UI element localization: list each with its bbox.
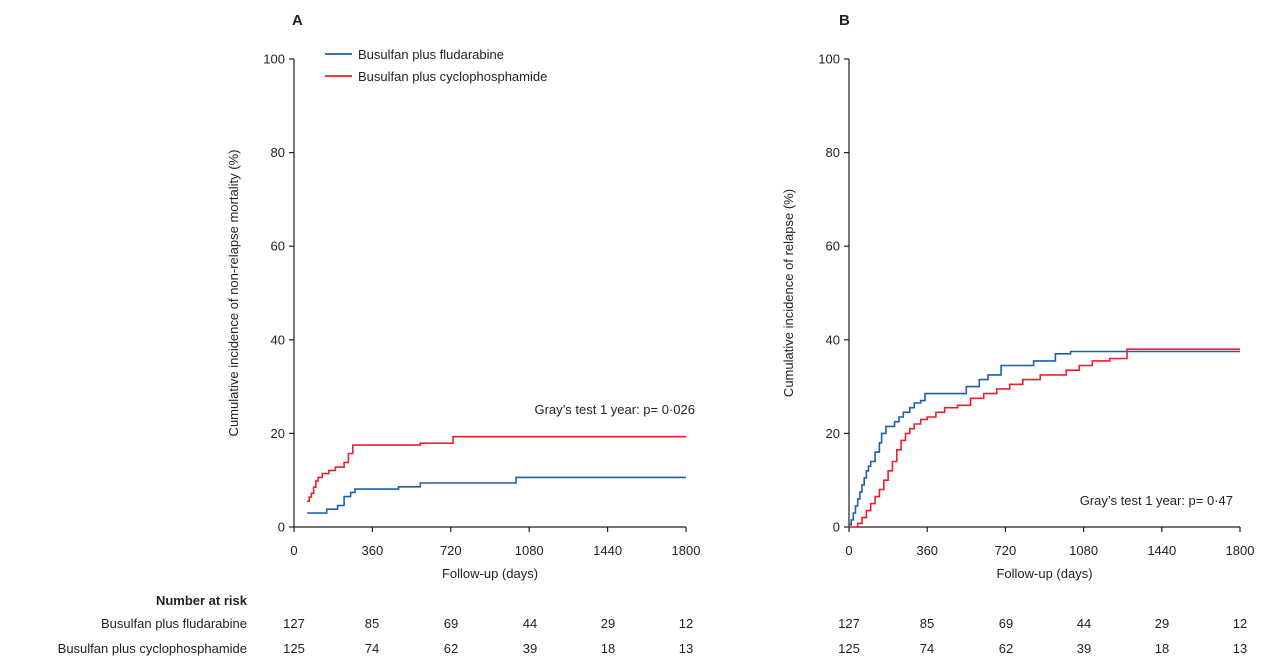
risk-count: 125: [283, 641, 305, 656]
x-tick-label: 1080: [1069, 543, 1098, 558]
risk-count: 29: [601, 616, 615, 631]
series-line-busulfan-plus-cyclophosphamide: [307, 435, 686, 503]
legend-label: Busulfan plus cyclophosphamide: [358, 69, 547, 84]
risk-count: 62: [444, 641, 458, 656]
y-tick-label: 100: [818, 52, 840, 67]
risk-count: 39: [523, 641, 537, 656]
risk-count: 69: [999, 616, 1013, 631]
risk-count: 85: [920, 616, 934, 631]
gray-test-annotation: Gray’s test 1 year: p= 0·47: [1080, 493, 1233, 508]
risk-row-label: Busulfan plus cyclophosphamide: [58, 641, 247, 656]
gray-test-annotation: Gray’s test 1 year: p= 0·026: [534, 402, 695, 417]
risk-count: 74: [365, 641, 379, 656]
series-line-series-2: [849, 348, 1240, 528]
y-tick-label: 80: [826, 145, 840, 160]
panel-a: A 0 20 40 60 80 100 0 360 720 1080 1440 1800 Follow-u…: [58, 12, 701, 656]
y-tick-label: 80: [271, 145, 285, 160]
x-tick-label: 720: [995, 543, 1017, 558]
x-axis-title: Follow-up (days): [442, 566, 538, 581]
y-axis-title: Cumulative incidence of relapse (%): [781, 189, 796, 397]
risk-count: 44: [523, 616, 537, 631]
x-tick-label: 720: [440, 543, 462, 558]
y-tick-label: 60: [826, 239, 840, 254]
panel-label: A: [292, 12, 303, 29]
risk-count: 85: [365, 616, 379, 631]
risk-count: 125: [838, 641, 860, 656]
risk-count: 18: [601, 641, 615, 656]
number-at-risk-heading: Number at risk: [156, 593, 248, 608]
risk-count: 13: [679, 641, 693, 656]
risk-count: 29: [1155, 616, 1169, 631]
x-tick-label: 360: [362, 543, 384, 558]
y-tick-label: 40: [826, 332, 840, 347]
panel-label: B: [839, 12, 850, 29]
legend-label: Busulfan plus fludarabine: [358, 47, 504, 62]
y-tick-label: 40: [271, 332, 285, 347]
risk-count: 12: [1233, 616, 1247, 631]
y-axis-title: Cumulative incidence of non-relapse mort…: [226, 150, 241, 437]
risk-count: 44: [1077, 616, 1091, 631]
risk-row-label: Busulfan plus fludarabine: [101, 616, 247, 631]
risk-count: 127: [283, 616, 305, 631]
x-tick-label: 0: [290, 543, 297, 558]
x-axis-title: Follow-up (days): [996, 566, 1092, 581]
risk-count: 13: [1233, 641, 1247, 656]
x-tick-label: 1440: [1147, 543, 1176, 558]
x-tick-label: 1080: [515, 543, 544, 558]
y-tick-label: 0: [833, 520, 840, 535]
series-line-series-1: [849, 350, 1240, 526]
x-tick-label: 0: [845, 543, 852, 558]
x-tick-label: 1800: [1226, 543, 1255, 558]
y-tick-label: 20: [826, 426, 840, 441]
risk-count: 12: [679, 616, 693, 631]
x-tick-label: 360: [916, 543, 938, 558]
risk-count: 62: [999, 641, 1013, 656]
risk-count: 127: [838, 616, 860, 631]
y-tick-label: 20: [271, 426, 285, 441]
x-tick-label: 1440: [593, 543, 622, 558]
y-tick-label: 60: [271, 239, 285, 254]
series-line-busulfan-plus-fludarabine: [307, 476, 686, 514]
y-tick-label: 0: [278, 520, 285, 535]
panel-b: B 0 20 40 60 80 100 0 360 720 1080 1440 1800 Follow-u…: [781, 12, 1254, 656]
y-tick-label: 100: [263, 52, 285, 67]
x-tick-label: 1800: [672, 543, 701, 558]
risk-count: 39: [1077, 641, 1091, 656]
risk-count: 18: [1155, 641, 1169, 656]
risk-count: 69: [444, 616, 458, 631]
risk-count: 74: [920, 641, 934, 656]
